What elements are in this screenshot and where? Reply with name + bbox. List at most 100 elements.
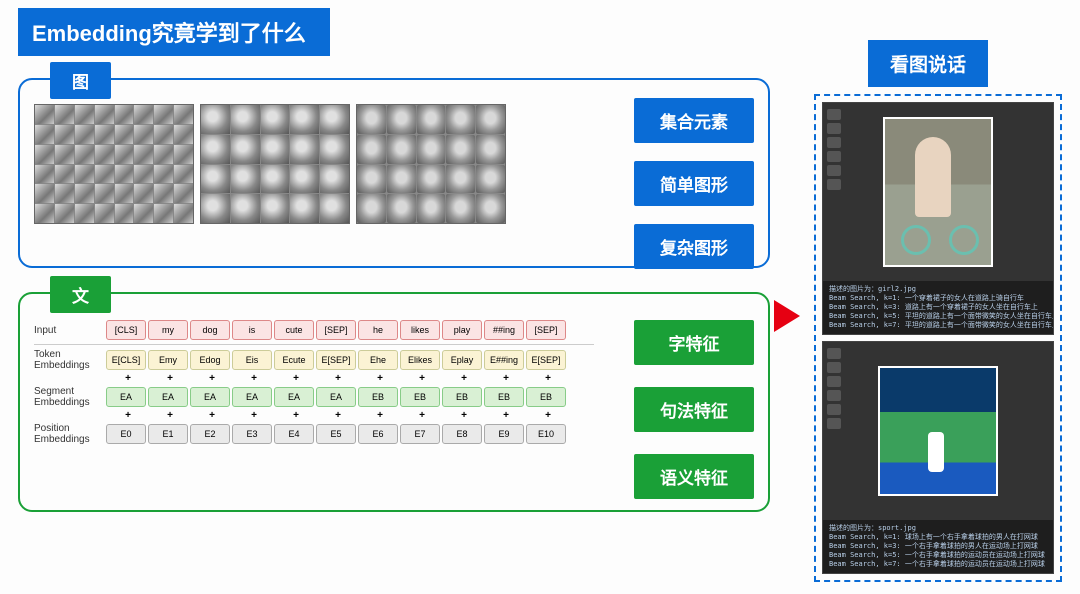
text-button-column: 字特征句法特征语义特征 (634, 320, 754, 499)
feature-cell (320, 105, 349, 134)
token-box: likes (400, 320, 440, 340)
feature-cell (134, 125, 153, 144)
feature-cell (55, 165, 74, 184)
text-panel-label: 文 (50, 276, 111, 313)
page-title: Embedding究竟学到了什么 (18, 8, 330, 56)
feature-cell (55, 125, 74, 144)
feature-level-button: 语义特征 (634, 454, 754, 499)
feature-cell (55, 184, 74, 203)
feature-cell (476, 165, 505, 194)
feature-cell (174, 165, 193, 184)
demo-image-area (823, 342, 1053, 520)
token-box: EA (316, 387, 356, 407)
main-column: 图 集合元素简单图形复杂图形 文 Input[CLS]mydogiscute[S… (18, 78, 770, 536)
token-box: E7 (400, 424, 440, 444)
feature-cell (75, 165, 94, 184)
image-button-column: 集合元素简单图形复杂图形 (634, 98, 754, 269)
feature-cell (95, 125, 114, 144)
demo-caption-text: 描述的图片为：girl2.jpg Beam Search, k=1: 一个穿着裙… (823, 281, 1053, 334)
feature-level-button: 集合元素 (634, 98, 754, 143)
feature-cell (55, 204, 74, 223)
feature-cell (174, 184, 193, 203)
feature-cell (174, 105, 193, 124)
feature-cell (261, 165, 290, 194)
feature-cell (357, 135, 386, 164)
feature-cell (290, 194, 319, 223)
token-box: EB (484, 387, 524, 407)
feature-cell (417, 165, 446, 194)
feature-cell (55, 105, 74, 124)
token-box: Elikes (400, 350, 440, 370)
token-box: EB (526, 387, 566, 407)
feature-cell (134, 105, 153, 124)
feature-cell (154, 125, 173, 144)
feature-level-button: 字特征 (634, 320, 754, 365)
token-box: E[SEP] (316, 350, 356, 370)
token-box: E9 (484, 424, 524, 444)
token-box: E0 (106, 424, 146, 444)
feature-cell (357, 105, 386, 134)
feature-cell (95, 165, 114, 184)
token-box: Ecute (274, 350, 314, 370)
feature-cell (446, 135, 475, 164)
token-box: Ehe (358, 350, 398, 370)
demo-image-girl (883, 117, 993, 267)
feature-cell (35, 125, 54, 144)
token-box: EB (400, 387, 440, 407)
feature-cell (446, 105, 475, 134)
feature-cell (95, 204, 114, 223)
feature-cell (75, 125, 94, 144)
feature-cell (35, 105, 54, 124)
image-panel-label: 图 (50, 62, 111, 99)
feature-cell (417, 105, 446, 134)
feature-level-button: 简单图形 (634, 161, 754, 206)
demo-image-area (823, 103, 1053, 281)
token-box: E8 (442, 424, 482, 444)
feature-cell (75, 184, 94, 203)
feature-cell (357, 165, 386, 194)
feature-cell (201, 105, 230, 134)
feature-cell (75, 145, 94, 164)
token-box: EA (232, 387, 272, 407)
token-box: EB (358, 387, 398, 407)
feature-grid-edges (34, 104, 194, 224)
feature-cell (201, 135, 230, 164)
feature-cell (154, 204, 173, 223)
feature-level-button: 复杂图形 (634, 224, 754, 269)
feature-cell (154, 105, 173, 124)
feature-cell (261, 105, 290, 134)
feature-cell (115, 165, 134, 184)
token-box: E10 (526, 424, 566, 444)
feature-cell (320, 165, 349, 194)
feature-cell (476, 135, 505, 164)
token-box: E6 (358, 424, 398, 444)
feature-cell (387, 165, 416, 194)
feature-cell (55, 145, 74, 164)
arrow-right-icon (774, 300, 800, 332)
feature-cell (201, 194, 230, 223)
feature-cell (231, 165, 260, 194)
feature-cell (387, 135, 416, 164)
feature-cell (290, 165, 319, 194)
feature-cell (154, 145, 173, 164)
feature-cell (35, 145, 54, 164)
token-box: Edog (190, 350, 230, 370)
feature-cell (154, 184, 173, 203)
feature-cell (35, 165, 54, 184)
token-box: is (232, 320, 272, 340)
token-box: E5 (316, 424, 356, 444)
token-box: EA (190, 387, 230, 407)
feature-cell (357, 194, 386, 223)
feature-cell (417, 135, 446, 164)
token-box: cute (274, 320, 314, 340)
token-box: E2 (190, 424, 230, 444)
feature-level-button: 句法特征 (634, 387, 754, 432)
token-box: play (442, 320, 482, 340)
feature-cell (115, 145, 134, 164)
token-box: [CLS] (106, 320, 146, 340)
token-box: Emy (148, 350, 188, 370)
feature-cell (201, 165, 230, 194)
token-box: Eis (232, 350, 272, 370)
text-panel: 文 Input[CLS]mydogiscute[SEP]helikesplay#… (18, 292, 770, 512)
feature-cell (446, 165, 475, 194)
